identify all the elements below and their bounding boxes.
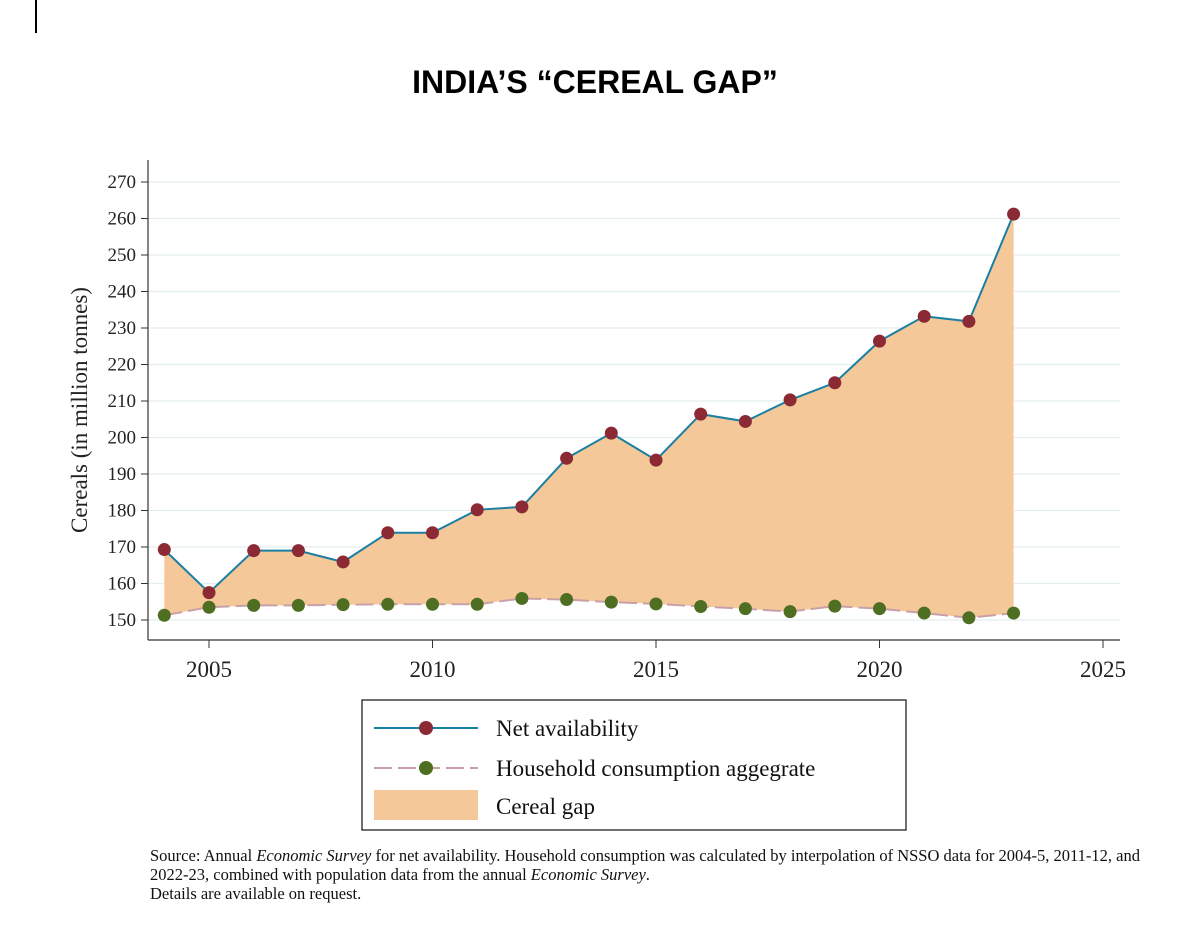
household-point-2007 [291, 598, 305, 612]
net-availability-point-2006 [247, 544, 261, 558]
household-point-2005 [202, 600, 216, 614]
household-point-2013 [560, 593, 574, 607]
series-markers [157, 207, 1021, 625]
household-point-2006 [247, 598, 261, 612]
household-point-2015 [649, 597, 663, 611]
source-details: Details are available on request. [150, 884, 362, 903]
chart-title: INDIA’S “CEREAL GAP” [412, 64, 778, 100]
household-point-2008 [336, 598, 350, 612]
net-availability-point-2021 [917, 309, 931, 323]
x-tick-label-2020: 2020 [857, 657, 903, 682]
net-availability-point-2020 [873, 334, 886, 348]
x-tick-label-2010: 2010 [410, 657, 456, 682]
net-availability-point-2009 [381, 526, 395, 540]
x-tick-label-2015: 2015 [633, 657, 679, 682]
net-availability-point-2010 [426, 526, 439, 540]
y-tick-label-200: 200 [108, 428, 137, 449]
cereal-gap-chart: 150 160 170 180 190 200 210 220 230 240 250 260 270 2… [67, 160, 1126, 831]
legend-label-cereal-gap: Cereal gap [496, 794, 595, 819]
net-availability-point-2013 [560, 451, 574, 465]
legend-net-marker [419, 721, 433, 735]
household-point-2009 [381, 597, 395, 611]
y-tick-label-240: 240 [108, 282, 137, 303]
cereal-gap-fill [164, 214, 1014, 618]
net-availability-point-2022 [962, 314, 976, 328]
source-text-2: for net availability. Household consumpt… [150, 846, 1140, 884]
y-tick-label-180: 180 [108, 501, 137, 522]
legend-household-marker [419, 761, 433, 775]
y-tick-label-270: 270 [108, 172, 137, 193]
x-tick-label-2025: 2025 [1080, 657, 1126, 682]
cereal-gap-area [164, 214, 1014, 618]
legend: Net availability Household consumption ag… [361, 699, 907, 831]
household-point-2018 [783, 605, 797, 619]
source-italic-2: Economic Survey [530, 865, 646, 884]
household-point-2023 [1007, 606, 1021, 620]
net-availability-point-2023 [1007, 207, 1021, 221]
household-point-2021 [917, 606, 931, 620]
net-availability-point-2019 [828, 376, 842, 390]
source-text-3: . [645, 865, 650, 884]
source-italic-1: Economic Survey [256, 846, 372, 865]
household-point-2010 [426, 597, 439, 611]
y-tick-label-220: 220 [108, 355, 137, 376]
household-point-2022 [962, 611, 976, 625]
source-note: Source: Annual Economic Survey for net a… [150, 846, 1150, 903]
legend-label-net-availability: Net availability [496, 716, 639, 741]
text-cursor-bar [35, 0, 37, 33]
y-tick-label-210: 210 [108, 391, 137, 412]
net-availability-point-2016 [694, 407, 708, 421]
net-availability-point-2005 [202, 586, 216, 600]
net-availability-point-2008 [336, 555, 350, 569]
x-tick-label-2005: 2005 [186, 657, 232, 682]
household-consumption-line [164, 597, 1014, 619]
y-tick-label-250: 250 [108, 245, 137, 266]
legend-label-household: Household consumption aggegrate [496, 756, 815, 781]
y-tick-label-260: 260 [108, 209, 137, 230]
y-tick-label-230: 230 [108, 318, 137, 339]
y-tick-label-170: 170 [108, 537, 137, 558]
household-point-2011 [470, 597, 484, 611]
net-availability-point-2011 [470, 503, 484, 517]
net-availability-point-2017 [738, 414, 752, 428]
y-axis-title: Cereals (in million tonnes) [67, 287, 92, 533]
y-tick-label-190: 190 [108, 464, 137, 485]
net-availability-point-2007 [291, 544, 305, 558]
y-tick-label-150: 150 [108, 610, 137, 631]
household-point-2012 [515, 591, 529, 605]
net-availability-point-2004 [157, 543, 171, 557]
axes: 150 160 170 180 190 200 210 220 230 240 250 260 270 2… [108, 160, 1126, 682]
legend-gap-swatch [374, 790, 478, 820]
household-point-2020 [873, 602, 886, 616]
household-point-2014 [604, 595, 618, 609]
series-lines [163, 213, 1015, 619]
y-tick-label-160: 160 [108, 574, 137, 595]
household-point-2016 [694, 599, 708, 613]
net-availability-point-2012 [515, 500, 529, 514]
household-point-2017 [738, 602, 752, 616]
household-point-2004 [157, 608, 171, 622]
net-availability-line [163, 213, 1015, 594]
net-availability-point-2018 [783, 393, 797, 407]
net-availability-point-2015 [649, 453, 663, 467]
source-text-1: Source: Annual [150, 846, 257, 865]
net-availability-point-2014 [604, 426, 618, 440]
household-point-2019 [828, 599, 842, 613]
